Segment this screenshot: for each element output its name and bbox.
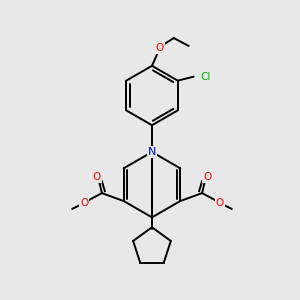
- Text: O: O: [93, 172, 101, 182]
- Text: Cl: Cl: [200, 72, 211, 82]
- Text: O: O: [203, 172, 211, 182]
- Text: O: O: [80, 198, 88, 208]
- Text: O: O: [216, 198, 224, 208]
- Text: O: O: [156, 43, 164, 53]
- Text: N: N: [148, 147, 156, 157]
